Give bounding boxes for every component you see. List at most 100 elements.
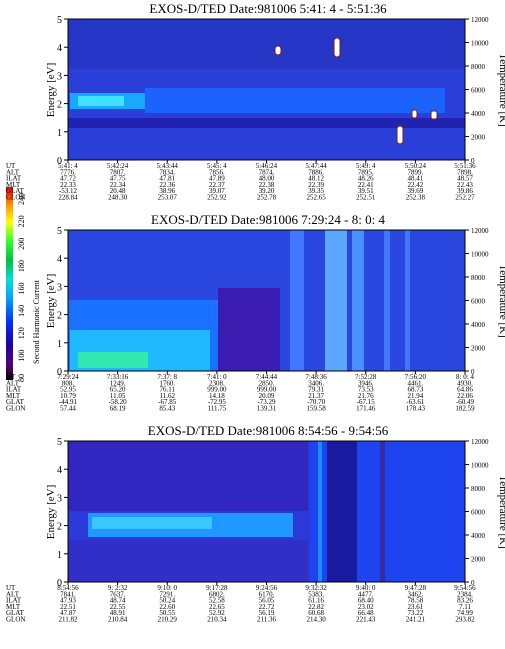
table-cell: 7856. bbox=[209, 168, 225, 176]
table-cell: 22.37 bbox=[209, 181, 225, 189]
ytick-label: 1 bbox=[57, 128, 62, 139]
panel-3-stripe-3 bbox=[380, 441, 385, 582]
table-cell: 85.43 bbox=[159, 405, 175, 413]
panel-3: EXOS-D/TED Date:981006 8:54:56 - 9:54:56… bbox=[6, 423, 505, 624]
y2tick-label: 0 bbox=[471, 368, 475, 376]
table-cell: 999.00 bbox=[257, 386, 277, 394]
table-cell: 39.86 bbox=[457, 187, 473, 195]
table-cell: 52.92 bbox=[209, 609, 225, 617]
colorbar-ticks: 240 220 200 180 160 140 120 100 80 bbox=[17, 193, 26, 382]
table-cell: 139.31 bbox=[257, 405, 277, 413]
table-cell: 39.51 bbox=[358, 187, 374, 195]
ytick-label: 3 bbox=[57, 493, 62, 504]
table-cell: 7:48:36 bbox=[305, 373, 327, 381]
y2tick-label: 8000 bbox=[471, 274, 486, 282]
table-cell: 48.26 bbox=[358, 175, 374, 183]
colorbar-tick-label: 180 bbox=[17, 260, 26, 272]
table-cell: 159.58 bbox=[307, 405, 327, 413]
table-cell: -53.12 bbox=[59, 187, 78, 195]
panel-3-title: EXOS-D/TED Date:981006 8:54:56 - 9:54:56 bbox=[148, 423, 389, 438]
table-cell: 7:33:16 bbox=[107, 373, 129, 381]
table-cell: 7:44:44 bbox=[256, 373, 278, 381]
panel-3-ylabel: Energy [eV] bbox=[45, 485, 57, 539]
y2tick-label: 2000 bbox=[471, 134, 486, 142]
panel-3-y2ticks: 0 2000 4000 6000 8000 10000 12000 bbox=[465, 438, 489, 587]
table-cell: 48.91 bbox=[110, 609, 126, 617]
table-cell: 9:47:28 bbox=[405, 584, 427, 592]
table-cell: 252.38 bbox=[406, 194, 426, 202]
table-row-label: GLON bbox=[6, 616, 25, 624]
table-cell: 9:40: 0 bbox=[356, 584, 376, 592]
table-cell: 47.81 bbox=[159, 175, 175, 183]
table-cell: 22.82 bbox=[308, 603, 324, 611]
table-cell: 22.72 bbox=[259, 603, 275, 611]
ytick-label: 0 bbox=[57, 367, 62, 378]
table-cell: 7:56:20 bbox=[405, 373, 427, 381]
table-cell: 39.20 bbox=[259, 187, 275, 195]
table-cell: 20.48 bbox=[110, 187, 126, 195]
table-cell: 5:41: 4 bbox=[58, 162, 78, 170]
y2tick-label: 0 bbox=[471, 157, 475, 165]
table-cell: 73.22 bbox=[408, 609, 424, 617]
table-cell: 50.55 bbox=[159, 609, 175, 617]
table-cell: 7841. bbox=[60, 590, 76, 598]
table-cell: 211.36 bbox=[257, 616, 276, 624]
panel-2-stripe-5 bbox=[405, 230, 410, 371]
table-cell: 22.42 bbox=[408, 181, 424, 189]
table-cell: 47.72 bbox=[60, 175, 76, 183]
table-cell: 64.86 bbox=[457, 386, 473, 394]
table-cell: 39.35 bbox=[308, 187, 324, 195]
table-cell: 22.36 bbox=[159, 181, 175, 189]
ytick-label: 5 bbox=[57, 226, 62, 237]
table-cell: 23.61 bbox=[408, 603, 424, 611]
table-row-label: GLAT bbox=[6, 609, 25, 617]
panel-3-stripe-2 bbox=[327, 441, 357, 582]
table-cell: 1249. bbox=[110, 379, 126, 387]
panel-2-stripe-2 bbox=[325, 230, 347, 371]
table-cell: 5:49: 4 bbox=[356, 162, 376, 170]
table-row-label: MLT bbox=[6, 392, 21, 400]
table-cell: 7899. bbox=[408, 168, 424, 176]
table-cell: 5:42:24 bbox=[107, 162, 129, 170]
table-cell: 228.84 bbox=[58, 194, 78, 202]
y2tick-label: 10000 bbox=[471, 251, 489, 259]
y2tick-label: 6000 bbox=[471, 298, 486, 306]
table-cell: -67.85 bbox=[158, 398, 177, 406]
y2tick-label: 4000 bbox=[471, 321, 486, 329]
table-cell: 210.34 bbox=[207, 616, 227, 624]
table-cell: 5:43:44 bbox=[157, 162, 179, 170]
table-cell: 7807. bbox=[110, 168, 126, 176]
y2tick-label: 2000 bbox=[471, 556, 486, 564]
table-cell: 22.43 bbox=[457, 181, 473, 189]
y2tick-label: 8000 bbox=[471, 63, 486, 71]
table-cell: 65.20 bbox=[110, 386, 126, 394]
table-cell: 7.11 bbox=[459, 603, 471, 611]
table-cell: 9:24:56 bbox=[256, 584, 278, 592]
table-cell: 22.33 bbox=[60, 181, 76, 189]
table-cell: -67.15 bbox=[357, 398, 376, 406]
table-cell: 9:32:32 bbox=[305, 584, 327, 592]
table-cell: 52.58 bbox=[209, 597, 225, 605]
table-cell: 4930. bbox=[457, 379, 473, 387]
ytick-label: 3 bbox=[57, 71, 62, 82]
table-cell: 68.40 bbox=[358, 597, 374, 605]
table-cell: 57.44 bbox=[60, 405, 76, 413]
table-cell: 76.11 bbox=[160, 386, 176, 394]
table-cell: 7:52:28 bbox=[355, 373, 377, 381]
ytick-label: 2 bbox=[57, 522, 62, 533]
panel-3-yticks: 0 1 2 3 4 5 bbox=[57, 437, 68, 589]
table-cell: 22.38 bbox=[259, 181, 275, 189]
table-cell: 5:50:24 bbox=[405, 162, 427, 170]
y2tick-label: 12000 bbox=[471, 16, 489, 24]
table-cell: 11.62 bbox=[160, 392, 176, 400]
panel-3-y2label: Temperature [K] bbox=[497, 475, 505, 548]
panel-1: EXOS-D/TED Date:981006 5:41: 4 - 5:51:36… bbox=[6, 1, 505, 202]
table-row-label: ILAT bbox=[6, 386, 22, 394]
table-cell: 8:54:56 bbox=[57, 584, 79, 592]
table-cell: 47.93 bbox=[60, 597, 76, 605]
table-cell: 47.89 bbox=[209, 175, 225, 183]
colorbar-gradient bbox=[6, 187, 13, 380]
panel-1-title: EXOS-D/TED Date:981006 5:41: 4 - 5:51:36 bbox=[149, 1, 387, 16]
panel-1-dark-band bbox=[68, 118, 465, 128]
